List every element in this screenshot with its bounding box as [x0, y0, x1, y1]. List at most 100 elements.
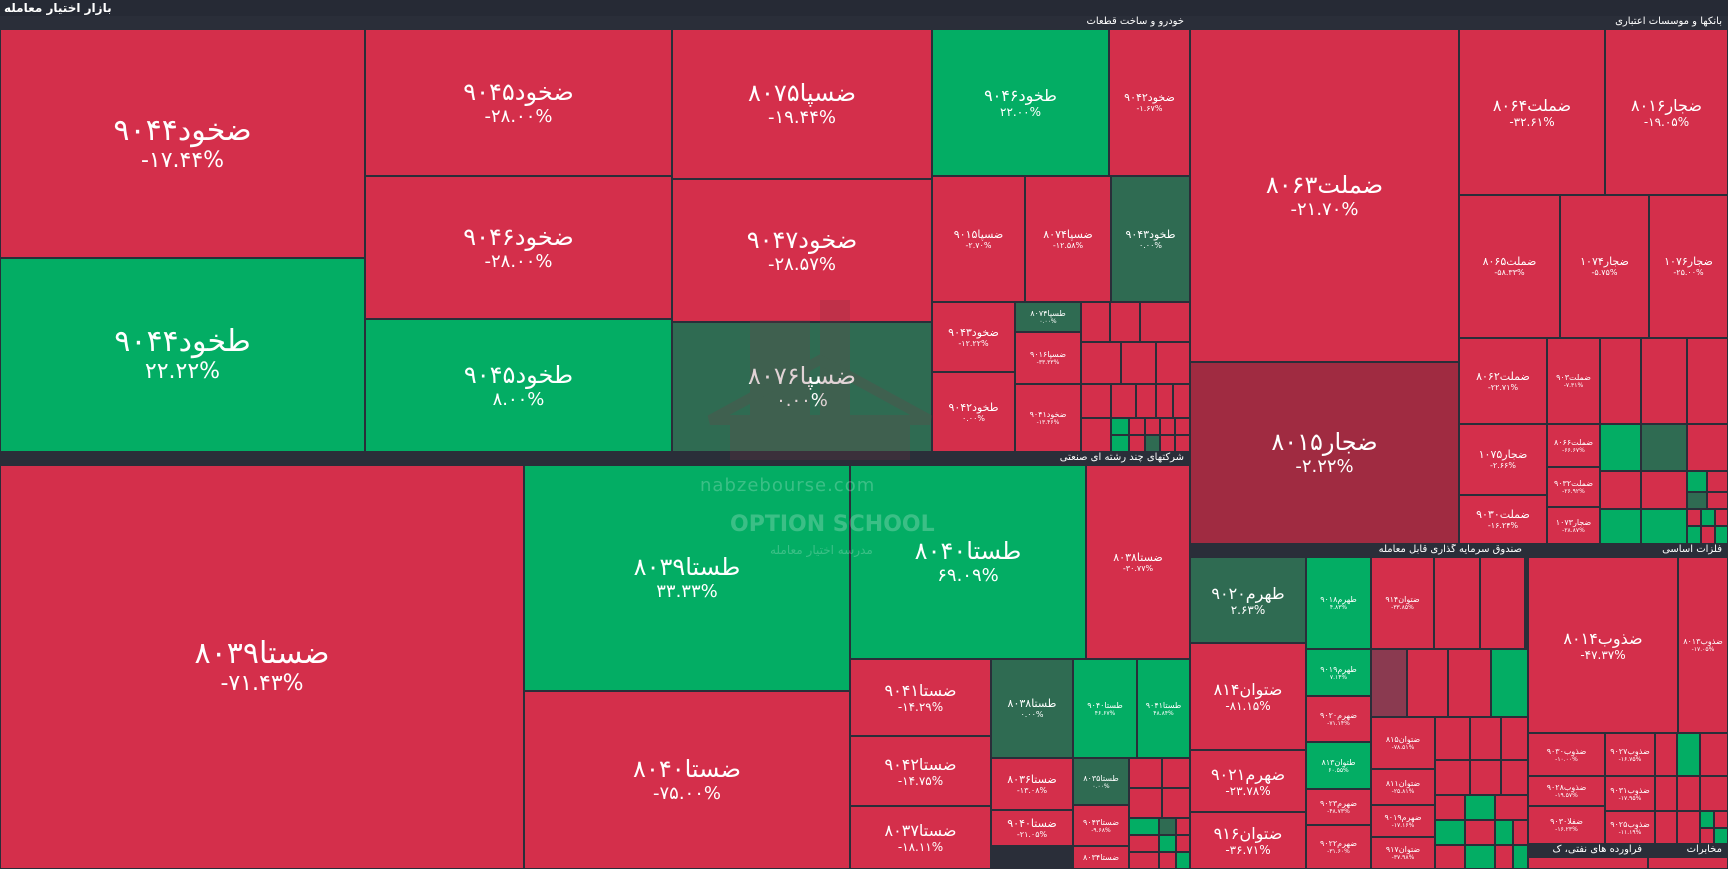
ticker-tile-32[interactable]: ضستا۹۰۴۳ -۹.۶۸%	[1073, 805, 1129, 846]
ticker-tile-62[interactable]: ضتوان۹۱۷ -۳۷.۹۸%	[1371, 837, 1435, 869]
ticker-tile-4[interactable]: طخود۹۰۴۵ ۸.۰۰%	[365, 319, 672, 452]
ticker-tile-50[interactable]: ضتوان۹۱۴ -۳۳.۸۵%	[1371, 557, 1434, 649]
ticker-tile-20[interactable]: ضستا۸۰۴۰ -۷۵.۰۰%	[524, 691, 850, 869]
small-ticker-cell[interactable]	[1641, 424, 1687, 471]
ticker-tile-25[interactable]: ضستا۸۰۳۷ -۱۸.۱۱%	[850, 806, 991, 869]
small-ticker-cell[interactable]	[1175, 418, 1190, 435]
small-ticker-cell[interactable]	[1111, 384, 1136, 418]
small-ticker-cell[interactable]	[1641, 471, 1687, 509]
ticker-tile-9[interactable]: ضخود۹۰۴۲ -۱.۶۷%	[1109, 29, 1190, 176]
ticker-tile-23[interactable]: ضستا۹۰۴۱ -۱۴.۲۹%	[850, 659, 991, 736]
small-ticker-cell[interactable]	[1715, 509, 1728, 526]
small-ticker-cell[interactable]	[1435, 795, 1465, 820]
ticker-tile-47[interactable]: ضجار۱۰۷۳ -۲۸.۸۷%	[1547, 507, 1600, 544]
small-ticker-cell[interactable]	[1600, 424, 1641, 471]
small-ticker-cell[interactable]	[1081, 384, 1111, 418]
small-ticker-cell[interactable]	[1714, 828, 1728, 844]
ticker-tile-1[interactable]: طخود۹۰۴۴ ۲۲.۲۲%	[0, 258, 365, 452]
small-ticker-cell[interactable]	[1648, 857, 1728, 869]
ticker-tile-22[interactable]: ضستا۸۰۳۸ -۳۰.۷۷%	[1086, 465, 1190, 659]
small-ticker-cell[interactable]	[1495, 820, 1513, 845]
small-ticker-cell[interactable]	[1156, 384, 1173, 418]
ticker-tile-68[interactable]: ضذوب۹۰۳۱ -۱۷.۹۵%	[1605, 776, 1655, 811]
small-ticker-cell[interactable]	[1159, 835, 1176, 852]
small-ticker-cell[interactable]	[1175, 435, 1190, 452]
ticker-tile-54[interactable]: طتوان۸۱۳ ۶۰.۵۵%	[1306, 742, 1371, 789]
small-ticker-cell[interactable]	[1081, 418, 1111, 452]
ticker-tile-52[interactable]: ضتوان۸۱۴ -۸۱.۱۵%	[1190, 643, 1306, 750]
ticker-tile-6[interactable]: ضخود۹۰۴۷ -۲۸.۵۷%	[672, 179, 932, 322]
small-ticker-cell[interactable]	[1129, 818, 1159, 835]
small-ticker-cell[interactable]	[1129, 788, 1162, 818]
ticker-tile-11[interactable]: ضسپا۸۰۷۴ -۱۲.۵۸%	[1025, 176, 1111, 302]
small-ticker-cell[interactable]	[1715, 526, 1728, 544]
ticker-tile-57[interactable]: ضهرم۹۰۲۳ -۴۸.۷۳%	[1306, 789, 1371, 825]
ticker-tile-46[interactable]: ضملت۹۰۳۲ -۲۶.۹۲%	[1547, 467, 1600, 507]
small-ticker-cell[interactable]	[1528, 857, 1648, 869]
ticker-tile-29[interactable]: ضستا۸۰۳۶ -۱۳.۰۸%	[991, 758, 1073, 810]
ticker-tile-65[interactable]: ضذوب۹۰۳۰ -۱۰.۰۰%	[1528, 733, 1605, 776]
small-ticker-cell[interactable]	[1470, 717, 1501, 760]
ticker-tile-7[interactable]: ضسپا۸۰۷۶ ۰.۰۰%	[672, 322, 932, 452]
small-ticker-cell[interactable]	[1145, 418, 1160, 435]
small-ticker-cell[interactable]	[1162, 788, 1190, 818]
small-ticker-cell[interactable]	[1129, 418, 1145, 435]
small-ticker-cell[interactable]	[1407, 649, 1448, 717]
ticker-tile-51[interactable]: طهرم۹۰۱۹ ۷.۱۴%	[1306, 649, 1371, 696]
small-ticker-cell[interactable]	[1677, 811, 1700, 844]
small-ticker-cell[interactable]	[1677, 776, 1700, 811]
small-ticker-cell[interactable]	[1465, 845, 1495, 869]
small-ticker-cell[interactable]	[1111, 435, 1129, 452]
small-ticker-cell[interactable]	[1121, 342, 1156, 384]
small-ticker-cell[interactable]	[1655, 776, 1677, 811]
ticker-tile-34[interactable]: ضملت۸۰۶۳ -۲۱.۷۰%	[1190, 29, 1459, 362]
small-ticker-cell[interactable]	[1176, 852, 1190, 869]
small-ticker-cell[interactable]	[1491, 649, 1528, 717]
small-ticker-cell[interactable]	[1173, 384, 1190, 418]
ticker-tile-60[interactable]: ضهرم۹۰۲۲ -۳۱.۶۰%	[1306, 825, 1371, 869]
small-ticker-cell[interactable]	[1465, 795, 1495, 820]
small-ticker-cell[interactable]	[1465, 820, 1495, 845]
ticker-tile-39[interactable]: ضجار۱۰۷۶ -۲۵.۰۰%	[1649, 195, 1728, 338]
small-ticker-cell[interactable]	[1700, 828, 1714, 844]
small-ticker-cell[interactable]	[1156, 342, 1190, 384]
small-ticker-cell[interactable]	[1707, 471, 1728, 492]
ticker-tile-30[interactable]: طستا۸۰۳۵ ۰.۰۰%	[1073, 758, 1129, 805]
ticker-tile-3[interactable]: ضخود۹۰۴۶ -۲۸.۰۰%	[365, 176, 672, 319]
ticker-tile-18[interactable]: ضستا۸۰۳۹ -۷۱.۴۳%	[0, 465, 524, 869]
small-ticker-cell[interactable]	[1160, 435, 1175, 452]
small-ticker-cell[interactable]	[1501, 760, 1528, 795]
ticker-tile-17[interactable]: ضخود۹۰۴۱ -۱۳.۴۶%	[1015, 384, 1081, 452]
ticker-tile-8[interactable]: طخود۹۰۴۶ ۲۲.۰۰%	[932, 29, 1109, 176]
ticker-tile-64[interactable]: ضذوب۸۰۱۳ -۱۷.۰۵%	[1678, 557, 1728, 733]
ticker-tile-15[interactable]: ضسپا۹۰۱۶ -۳۳.۳۳%	[1015, 332, 1081, 384]
small-ticker-cell[interactable]	[1136, 384, 1156, 418]
small-ticker-cell[interactable]	[1176, 835, 1190, 852]
ticker-tile-63[interactable]: ضذوب۸۰۱۴ -۴۷.۳۷%	[1528, 557, 1678, 733]
small-ticker-cell[interactable]	[1448, 649, 1491, 717]
small-ticker-cell[interactable]	[1501, 717, 1528, 760]
small-ticker-cell[interactable]	[1714, 811, 1728, 828]
ticker-tile-21[interactable]: طستا۸۰۴۰ ۶۹.۰۹%	[850, 465, 1086, 659]
small-ticker-cell[interactable]	[1687, 424, 1728, 471]
ticker-tile-40[interactable]: ضجار۸۰۱۵ -۲.۲۲%	[1190, 362, 1459, 544]
ticker-tile-12[interactable]: طخود۹۰۴۳ ۰.۰۰%	[1111, 176, 1190, 302]
small-ticker-cell[interactable]	[1129, 835, 1159, 852]
small-ticker-cell[interactable]	[1687, 338, 1728, 424]
small-ticker-cell[interactable]	[1655, 733, 1677, 776]
small-ticker-cell[interactable]	[1081, 302, 1110, 342]
small-ticker-cell[interactable]	[1176, 818, 1190, 835]
ticker-tile-56[interactable]: ضهرم۹۰۲۱ -۲۳.۷۸%	[1190, 750, 1306, 812]
small-ticker-cell[interactable]	[1513, 845, 1528, 869]
ticker-tile-69[interactable]: ضفلا۹۰۳۰ -۱۶.۲۳%	[1528, 806, 1605, 844]
ticker-tile-58[interactable]: ضتوان۸۱۱ -۲۵.۸۱%	[1371, 769, 1435, 805]
ticker-tile-67[interactable]: ضذوب۹۰۲۸ -۱۹.۵۷%	[1528, 776, 1605, 806]
ticker-tile-59[interactable]: ضتوان۹۱۶ -۳۶.۷۱%	[1190, 812, 1306, 869]
ticker-tile-66[interactable]: ضذوب۹۰۲۷ -۱۶.۷۵%	[1605, 733, 1655, 776]
small-ticker-cell[interactable]	[1677, 733, 1700, 776]
small-ticker-cell[interactable]	[1480, 557, 1525, 649]
ticker-tile-70[interactable]: ضذوب۹۰۲۵ -۱۱.۱۹%	[1605, 811, 1655, 844]
small-ticker-cell[interactable]	[1701, 526, 1715, 544]
ticker-tile-35[interactable]: ضملت۸۰۶۴ -۳۲.۶۱%	[1459, 29, 1605, 195]
small-ticker-cell[interactable]	[1435, 845, 1465, 869]
